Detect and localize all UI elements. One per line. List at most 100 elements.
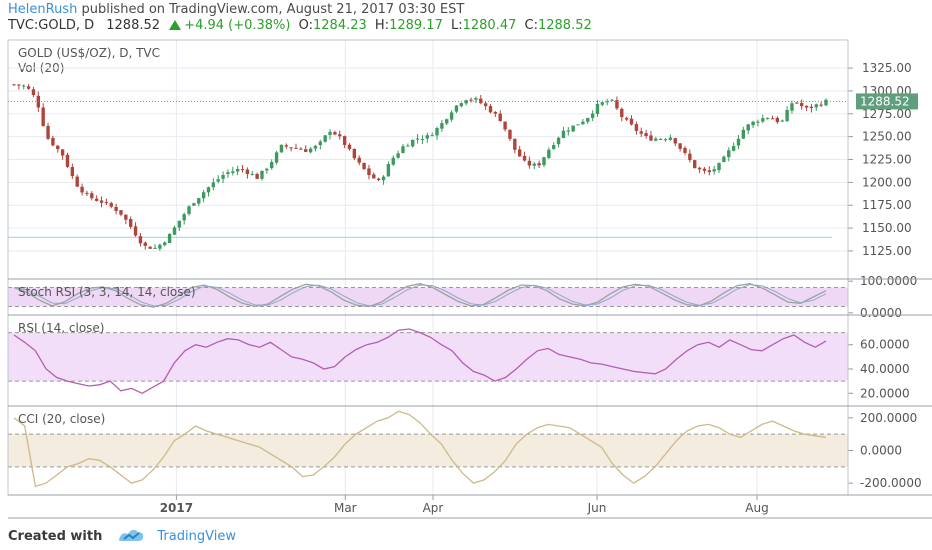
candle-body bbox=[785, 109, 789, 122]
candle-body bbox=[124, 214, 128, 220]
time-tick-label: Mar bbox=[334, 501, 357, 515]
candle-body bbox=[761, 118, 765, 122]
candle-body bbox=[770, 118, 775, 120]
indicator-band bbox=[8, 434, 848, 467]
candle-body bbox=[751, 121, 755, 126]
candle-body bbox=[338, 134, 342, 137]
candle-body bbox=[294, 147, 298, 149]
candle-body bbox=[741, 129, 746, 139]
candle-body bbox=[649, 135, 653, 141]
candle-body bbox=[323, 135, 327, 142]
indicator-title: Stoch RSI (3, 3, 14, 14, close) bbox=[18, 285, 196, 299]
candle-body bbox=[498, 113, 502, 122]
candle-body bbox=[707, 170, 711, 173]
candle-body bbox=[581, 121, 585, 125]
chart-frame bbox=[7, 39, 932, 519]
candle-body bbox=[688, 153, 692, 161]
candle-body bbox=[731, 146, 736, 151]
price-pane-title: GOLD (US$/OZ), D, TVC bbox=[18, 46, 160, 60]
published-text: published on TradingView.com, August 21,… bbox=[81, 2, 465, 17]
candle-body bbox=[313, 145, 318, 149]
candle-body bbox=[197, 198, 201, 204]
candle-body bbox=[615, 100, 619, 109]
candle-body bbox=[347, 144, 352, 150]
candle-body bbox=[605, 101, 609, 103]
candle-body bbox=[756, 121, 760, 123]
candle-body bbox=[527, 160, 532, 166]
candle-body bbox=[308, 148, 313, 153]
candle-body bbox=[94, 198, 99, 201]
price-tick-label: 1150.00 bbox=[862, 221, 912, 235]
indicator-tick-label: 20.0000 bbox=[860, 386, 910, 400]
candle-body bbox=[357, 157, 361, 163]
candle-body bbox=[765, 117, 770, 119]
candle-body bbox=[639, 131, 643, 134]
candle-body bbox=[381, 176, 386, 181]
candle-body bbox=[814, 104, 818, 108]
candle-body bbox=[114, 206, 118, 211]
candle-body bbox=[167, 233, 172, 244]
tradingview-brand-link[interactable]: TradingView bbox=[157, 529, 236, 544]
time-tick-label: Jun bbox=[587, 501, 607, 515]
low-value: 1280.47 bbox=[462, 18, 517, 33]
candle-body bbox=[790, 103, 794, 111]
candle-body bbox=[537, 163, 541, 166]
candle-body bbox=[372, 174, 376, 179]
candle-body bbox=[352, 148, 357, 159]
candle-body bbox=[634, 124, 639, 131]
candle-body bbox=[41, 107, 45, 126]
candle-body bbox=[415, 138, 420, 140]
candle-body bbox=[12, 84, 16, 86]
candle-body bbox=[182, 214, 186, 221]
cci-pane[interactable]: 200.0000 0.0000 -200.0000 CCI (20, close) bbox=[8, 410, 922, 490]
candle-body bbox=[479, 98, 483, 104]
candle-body bbox=[683, 147, 687, 153]
indicator-band bbox=[8, 287, 848, 307]
candle-body bbox=[576, 124, 580, 126]
candle-body bbox=[824, 99, 828, 106]
candle-body bbox=[65, 154, 70, 167]
author-link[interactable]: HelenRush bbox=[8, 2, 78, 17]
candle-body bbox=[85, 192, 89, 194]
close-value: 1288.52 bbox=[537, 18, 592, 33]
time-tick-label: Aug bbox=[745, 501, 768, 515]
candle-body bbox=[46, 125, 50, 139]
candle-body bbox=[148, 246, 152, 249]
candle-body bbox=[678, 143, 682, 149]
publisher-line: HelenRush published on TradingView.com, … bbox=[8, 2, 464, 17]
candle-body bbox=[600, 102, 605, 105]
low-label: L: bbox=[450, 18, 463, 33]
candle-body bbox=[304, 149, 308, 152]
candle-body bbox=[503, 121, 507, 130]
created-with-text: Created with bbox=[8, 529, 103, 544]
candle-body bbox=[163, 242, 167, 246]
candle-body bbox=[445, 119, 449, 124]
candle-body bbox=[449, 112, 454, 120]
up-arrow-icon bbox=[169, 20, 182, 30]
last-price: 1288.52 bbox=[106, 18, 161, 33]
candle-body bbox=[542, 157, 546, 166]
candle-body bbox=[590, 113, 595, 118]
candle-body bbox=[722, 156, 726, 163]
candle-body bbox=[75, 176, 79, 187]
candle-body bbox=[483, 103, 488, 107]
candle-body bbox=[644, 133, 648, 136]
candle-body bbox=[367, 168, 371, 176]
candle-body bbox=[318, 141, 323, 146]
stoch-rsi-pane[interactable]: 100.0000 0.0000 Stoch RSI (3, 3, 14, 14, c… bbox=[8, 274, 917, 320]
indicator-tick-label: 200.0000 bbox=[860, 411, 917, 425]
candle-body bbox=[620, 108, 624, 118]
candle-body bbox=[430, 135, 434, 137]
candle-body bbox=[235, 168, 240, 172]
indicator-tick-label: 60.0000 bbox=[860, 338, 910, 352]
candle-body bbox=[90, 193, 94, 199]
rsi-pane[interactable]: 60.0000 40.0000 20.0000 RSI (14, close) bbox=[8, 321, 910, 400]
candle-body bbox=[658, 138, 663, 140]
candle-body bbox=[362, 162, 366, 170]
candle-body bbox=[532, 163, 536, 166]
candle-body bbox=[795, 102, 799, 104]
candle-body bbox=[547, 149, 551, 158]
candle-body bbox=[488, 106, 493, 113]
